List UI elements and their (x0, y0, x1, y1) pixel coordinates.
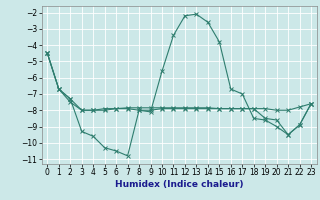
X-axis label: Humidex (Indice chaleur): Humidex (Indice chaleur) (115, 180, 244, 189)
